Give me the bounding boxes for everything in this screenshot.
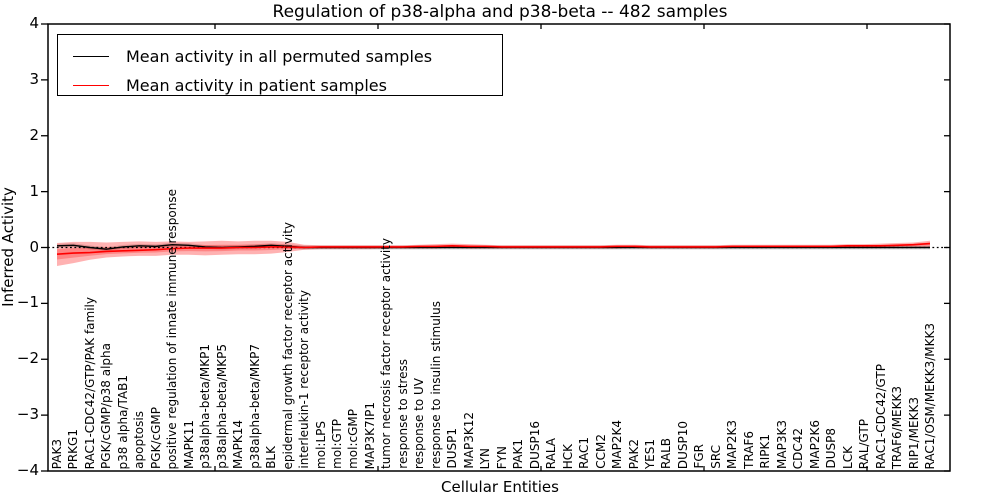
x-tick-label: DUSP8 <box>824 428 839 469</box>
x-tick-label: PAK1 <box>511 438 526 469</box>
x-tick-label: RAC1/OSM/MEKK3/MKK3 <box>923 322 937 469</box>
x-tick-label: PAK2 <box>626 438 641 469</box>
legend-label: Mean activity in patient samples <box>126 76 387 95</box>
x-tick-label: MAPK11 <box>181 420 196 469</box>
x-tick-label: RAL/GTP <box>857 418 872 469</box>
x-tick-label: TRAF6/MEKK3 <box>890 385 905 469</box>
x-tick-label: MAP3K12 <box>461 412 476 469</box>
x-tick-label: RALB <box>659 438 674 469</box>
legend-line-black-icon <box>73 56 109 57</box>
x-tick-label: response to insulin stimulus <box>428 301 443 469</box>
x-tick-label: tumor necrosis factor receptor activity <box>379 238 394 469</box>
x-tick-label: epidermal growth factor receptor activit… <box>280 221 295 469</box>
x-tick-label: YES1 <box>642 438 657 469</box>
x-tick-label: p38 alpha/TAB1 <box>115 374 130 469</box>
x-tick-label: p38alpha-beta/MKP1 <box>198 344 213 469</box>
x-tick-label: LCK <box>840 446 855 469</box>
x-tick-label: RIP1/MEKK3 <box>906 396 921 469</box>
x-tick-label: MAPK14 <box>231 420 246 469</box>
x-tick-label: CDC42 <box>791 427 806 469</box>
x-tick-label: DUSP10 <box>675 420 690 469</box>
x-tick-label: PGK/cGMP <box>148 407 163 469</box>
x-tick-label: FGR <box>692 444 707 469</box>
x-tick-label: TRAF6 <box>741 431 756 469</box>
x-tick-label: FYN <box>494 445 509 469</box>
legend-item-patient: Mean activity in patient samples <box>58 71 502 100</box>
x-tick-label: positive regulation of innate immune res… <box>165 188 180 469</box>
legend-line-red-icon <box>73 85 109 86</box>
chart-title: Regulation of p38-alpha and p38-beta -- … <box>272 2 728 22</box>
x-tick-label: MAP2K4 <box>610 420 625 469</box>
y-tick-label: 2 <box>29 125 39 144</box>
y-tick-label: 4 <box>29 14 39 32</box>
x-tick-label: PRKG1 <box>66 428 81 469</box>
y-tick-label: 1 <box>29 181 39 200</box>
x-tick-label: RAC1-CDC42/GTP <box>873 364 888 469</box>
x-tick-label: LYN <box>478 447 493 469</box>
x-tick-label: RALA <box>544 437 559 469</box>
y-tick-label: −1 <box>16 293 39 312</box>
x-tick-label: PGK/cGMP/p38 alpha <box>99 343 114 469</box>
y-tick-label: 3 <box>29 69 39 88</box>
legend-item-permuted: Mean activity in all permuted samples <box>58 42 502 71</box>
x-tick-label: RAC1 <box>577 437 592 469</box>
x-tick-label: CCM2 <box>593 434 608 469</box>
x-tick-label: apoptosis <box>132 411 147 469</box>
x-tick-label: DUSP16 <box>527 420 542 469</box>
x-tick-label: mol:LPS <box>313 421 328 469</box>
x-tick-label: RIPK1 <box>758 434 773 469</box>
x-tick-label: SRC <box>708 445 723 469</box>
y-tick-label: −4 <box>16 461 39 479</box>
x-tick-label: response to stress <box>395 359 410 469</box>
x-tick-label: DUSP1 <box>445 428 460 469</box>
x-tick-label: interleukin-1 receptor activity <box>297 290 312 469</box>
permuted-mean-line <box>56 244 930 250</box>
legend-label: Mean activity in all permuted samples <box>126 47 433 66</box>
y-tick-label: −2 <box>16 349 39 368</box>
x-tick-label: RAC1-CDC42/GTP/PAK family <box>82 296 97 469</box>
x-tick-label: MAP3K7IP1 <box>362 401 377 469</box>
x-axis-label: Cellular Entities <box>441 478 559 496</box>
x-tick-label: p38alpha-beta/MKP5 <box>214 344 229 469</box>
y-tick-label: 0 <box>29 237 39 256</box>
x-tick-label: MAP2K3 <box>725 420 740 469</box>
legend: Mean activity in all permuted samples Me… <box>57 34 503 96</box>
x-tick-label: MAP2K6 <box>807 420 822 469</box>
x-tick-label: HCK <box>560 443 575 469</box>
y-tick-label: −3 <box>16 405 39 424</box>
patient-mean-line <box>56 242 931 256</box>
x-tick-label: mol:GTP <box>330 419 345 469</box>
x-tick-label: PAK3 <box>50 438 64 469</box>
x-tick-label: MAP3K3 <box>774 420 789 469</box>
x-tick-label: BLK <box>264 446 279 469</box>
x-tick-label: p38alpha-beta/MKP7 <box>247 344 262 469</box>
x-tick-label: response to UV <box>412 377 427 469</box>
x-tick-label: mol:cGMP <box>346 409 361 469</box>
